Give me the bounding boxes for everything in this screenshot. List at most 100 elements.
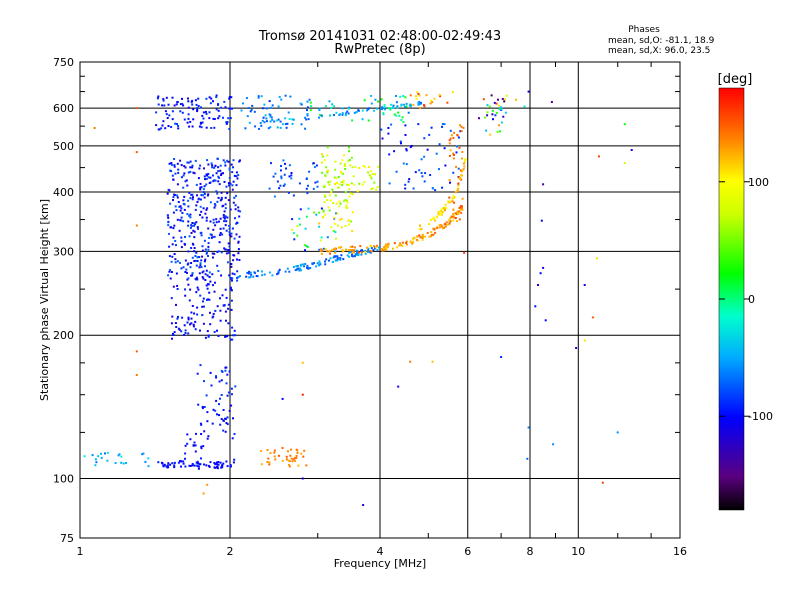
data-point [332,261,334,263]
data-point [189,197,192,200]
data-point [120,461,123,464]
data-point [209,461,212,464]
data-point [418,228,421,231]
data-point [373,109,375,112]
data-point [318,248,321,251]
data-point [226,121,229,123]
data-point [325,258,328,261]
data-point [339,218,341,221]
data-point [187,318,190,321]
data-point [280,177,283,180]
data-point [203,406,206,408]
data-point [320,207,323,210]
data-point [349,192,352,195]
data-point [207,435,210,438]
data-point [194,255,197,257]
data-point [177,315,179,318]
data-point [276,180,279,183]
data-point [319,262,322,265]
phase-heading: Phases [628,25,660,35]
data-point [381,105,384,108]
data-point [188,214,191,217]
data-point [236,276,239,279]
data-point [192,108,195,111]
data-point [351,166,354,169]
data-point [208,96,211,99]
data-point [225,460,228,463]
data-point [405,105,408,108]
data-point [515,98,517,101]
data-point [166,117,169,119]
data-point [460,212,463,214]
data-point [192,243,195,246]
data-point [204,110,207,113]
data-point [229,464,232,466]
data-point [168,255,171,258]
data-point [337,224,339,227]
data-point [298,182,301,185]
data-point [321,171,323,174]
data-point [222,409,225,411]
data-point [195,204,198,207]
data-point [106,451,109,454]
data-point [219,169,222,172]
data-point [167,466,170,469]
data-point [189,213,192,216]
data-point [224,335,227,338]
data-point [219,461,222,464]
data-point [296,449,299,452]
data-point [233,196,236,199]
data-point [215,221,218,224]
data-point [334,251,337,254]
data-point [448,179,451,182]
data-point [226,394,229,397]
data-point [161,124,164,127]
data-point [182,186,185,189]
data-point [197,467,200,470]
data-point [214,309,217,312]
data-point [203,380,205,383]
colorbar-tick-label: -100 [748,410,773,423]
data-point [193,441,196,444]
data-point [321,161,323,164]
data-point [171,243,174,246]
data-point [441,225,444,228]
data-point [230,277,233,279]
data-point [238,259,241,261]
data-point [237,248,240,251]
data-point [420,172,423,174]
data-point [179,460,182,463]
data-point [380,98,383,101]
data-point [200,186,203,189]
data-point [304,249,306,252]
data-point [196,372,199,375]
data-point [290,174,293,177]
data-point [281,459,284,462]
data-point [387,244,390,247]
data-point [268,187,271,190]
data-point [200,234,203,237]
data-point [193,236,196,239]
data-point [285,126,288,129]
data-point [296,265,299,267]
data-point [234,208,237,211]
data-point [245,275,248,278]
data-point [461,208,464,211]
data-point [201,121,204,124]
data-point [202,277,205,280]
data-point [212,312,215,315]
data-point [338,183,341,186]
data-point [367,108,370,111]
data-point [438,93,441,96]
data-point [328,250,331,253]
data-point [315,213,318,216]
data-point [330,106,333,109]
data-point [305,215,308,218]
data-point [369,250,372,253]
data-point [461,205,463,208]
data-point [277,105,280,108]
data-point [197,105,200,107]
data-point [306,109,308,112]
data-point [194,99,197,102]
data-point [195,183,198,186]
